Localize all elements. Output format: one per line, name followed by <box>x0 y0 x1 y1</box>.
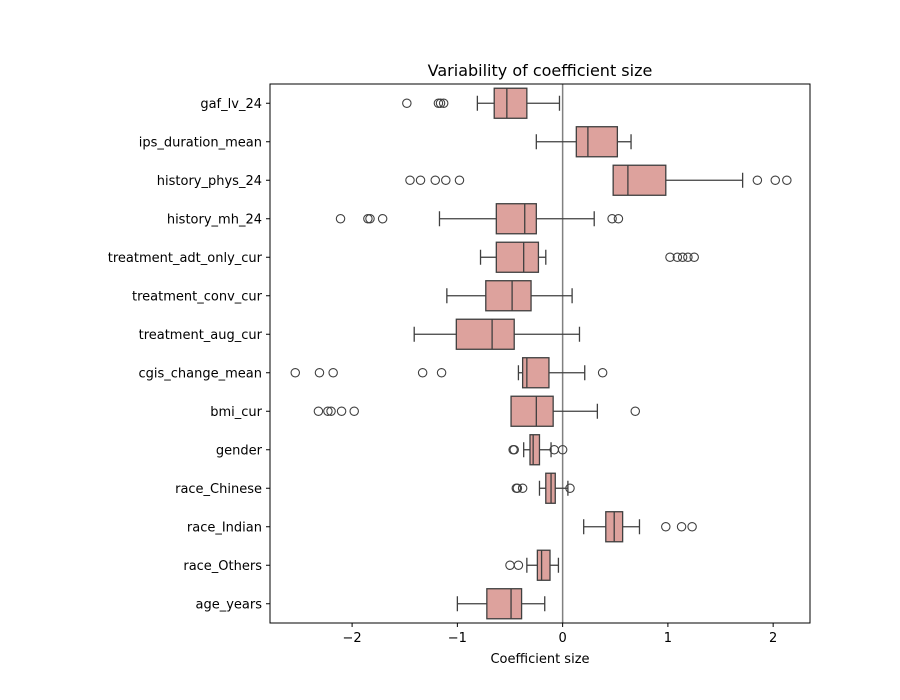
y-tick-label: cgis_change_mean <box>139 366 263 381</box>
x-tick-label: −2 <box>343 631 362 646</box>
outlier-point <box>505 560 515 570</box>
outlier-point <box>430 175 441 186</box>
x-tick-label: −1 <box>448 631 467 646</box>
iqr-box <box>495 203 537 235</box>
y-tick-label: bmi_cur <box>210 405 262 420</box>
y-tick-label: race_Chinese <box>175 482 262 497</box>
outlier-point <box>557 444 568 455</box>
x-axis: −2 −1 0 1 2 <box>343 623 777 646</box>
box-group <box>405 164 792 196</box>
outlier-point <box>770 175 781 186</box>
outlier-point <box>415 175 426 186</box>
iqr-box <box>493 87 528 119</box>
outlier-point <box>661 521 671 532</box>
x-axis-label: Coefficient size <box>490 652 589 667</box>
outlier-point <box>512 483 523 493</box>
outlier-point <box>417 367 428 378</box>
box-group <box>446 280 573 312</box>
iqr-box <box>510 395 554 427</box>
outlier-point <box>517 483 528 493</box>
outlier-point <box>565 483 575 493</box>
box-group <box>479 241 699 273</box>
outlier-point <box>752 175 763 186</box>
y-tick-label: age_years <box>196 597 263 612</box>
iqr-box <box>612 164 667 196</box>
box-group <box>413 318 581 350</box>
iqr-box <box>536 549 551 581</box>
iqr-box <box>495 241 540 273</box>
box-group <box>335 203 624 235</box>
outlier-point <box>436 367 447 378</box>
outlier-point <box>335 214 346 224</box>
outlier-point <box>687 521 697 532</box>
y-tick-label: treatment_aug_cur <box>139 328 263 343</box>
outlier-point <box>313 406 324 416</box>
chart-title: Variability of coefficient size <box>428 61 653 80</box>
plot-frame <box>269 83 811 624</box>
box-group <box>505 549 560 581</box>
iqr-box <box>529 434 541 466</box>
outlier-point <box>365 214 375 224</box>
outlier-point <box>328 367 338 378</box>
outlier-point <box>336 406 347 416</box>
outlier-point <box>676 521 687 532</box>
outlier-point <box>441 175 451 186</box>
outlier-point <box>677 252 688 263</box>
outlier-point <box>377 214 388 224</box>
outlier-point <box>402 98 412 109</box>
outlier-point <box>454 175 465 186</box>
outlier-point <box>435 98 446 109</box>
y-tick-label: history_mh_24 <box>167 212 262 227</box>
outlier-point <box>314 367 325 378</box>
box-group <box>535 126 632 158</box>
outlier-point <box>665 252 675 263</box>
plot-area <box>290 84 792 623</box>
iqr-box <box>485 280 532 312</box>
box-group <box>511 472 575 504</box>
outlier-point <box>363 214 373 224</box>
y-tick-label: treatment_adt_only_cur <box>108 251 263 266</box>
y-tick-label: gender <box>216 443 263 458</box>
outlier-point <box>513 560 524 570</box>
y-tick-label: race_Others <box>183 559 262 574</box>
iqr-box <box>455 318 515 350</box>
x-tick-label: 0 <box>558 631 566 646</box>
outlier-point <box>326 406 336 416</box>
outlier-point <box>509 444 519 455</box>
y-tick-label: history_phys_24 <box>157 174 262 189</box>
outlier-point <box>405 175 415 186</box>
outlier-point <box>689 252 699 263</box>
box-group <box>290 357 608 389</box>
x-tick-label: 1 <box>664 631 672 646</box>
box-group <box>313 395 641 427</box>
box-group <box>583 511 697 543</box>
outlier-point <box>672 252 683 263</box>
y-axis: gaf_lv_24 ips_duration_mean history_phys_2… <box>108 97 270 612</box>
outlier-point <box>683 252 693 263</box>
outlier-point <box>782 175 792 186</box>
y-tick-label: race_Indian <box>187 520 262 535</box>
x-tick-label: 2 <box>769 631 777 646</box>
box-group <box>508 434 568 466</box>
iqr-box <box>575 126 619 158</box>
box-group <box>402 87 561 119</box>
outlier-point <box>438 98 449 109</box>
iqr-box <box>486 588 523 620</box>
outlier-point <box>630 406 641 416</box>
outlier-point <box>290 367 301 378</box>
y-tick-label: ips_duration_mean <box>139 135 262 150</box>
outlier-point <box>323 406 333 416</box>
outlier-point <box>607 214 617 224</box>
outlier-point <box>597 367 608 378</box>
outlier-point <box>349 406 359 416</box>
box-group <box>456 588 546 620</box>
y-tick-label: gaf_lv_24 <box>200 97 262 112</box>
outlier-point <box>613 214 624 224</box>
y-tick-label: treatment_conv_cur <box>132 289 263 304</box>
